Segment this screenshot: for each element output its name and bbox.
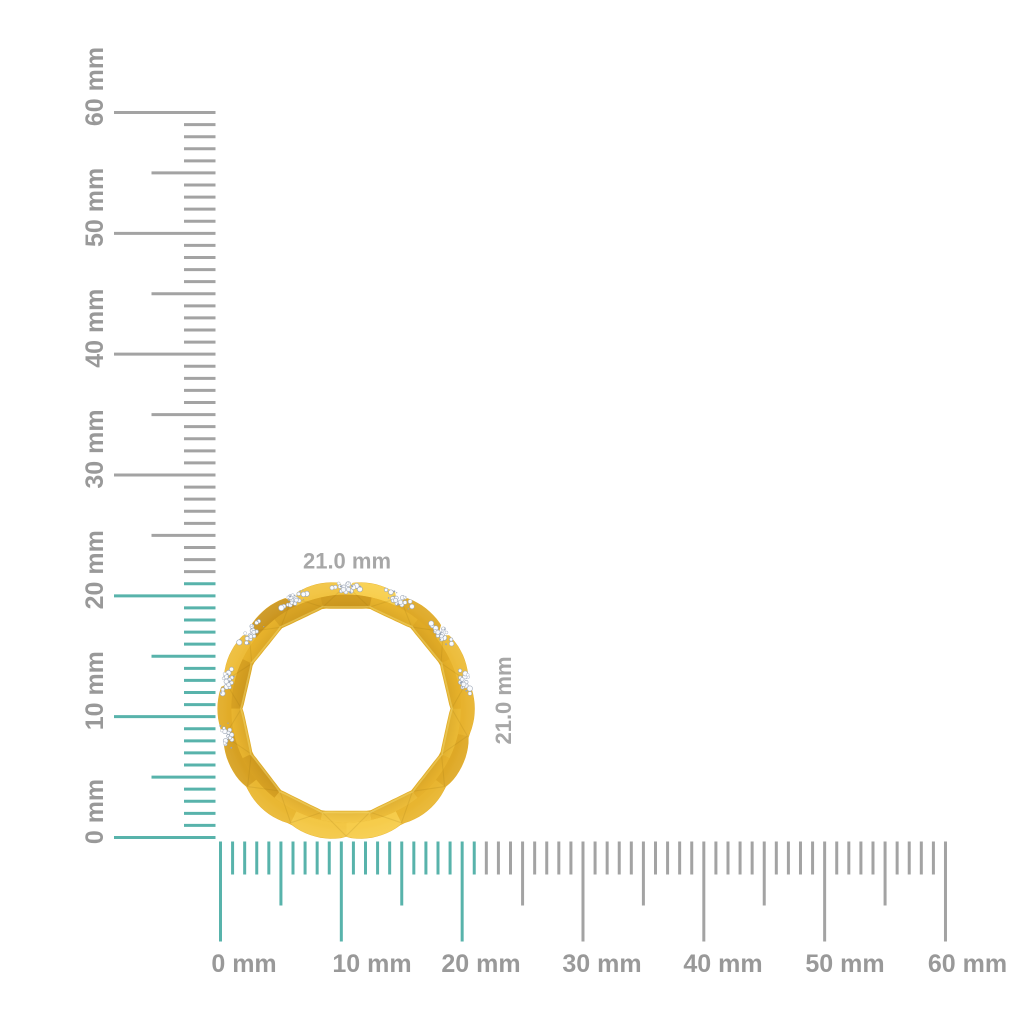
svg-text:0 mm: 0 mm xyxy=(81,779,109,844)
svg-text:50 mm: 50 mm xyxy=(805,950,884,978)
svg-text:30 mm: 30 mm xyxy=(81,409,109,488)
svg-text:40 mm: 40 mm xyxy=(683,950,762,978)
svg-text:10 mm: 10 mm xyxy=(81,651,109,730)
svg-text:20 mm: 20 mm xyxy=(81,530,109,609)
svg-text:0 mm: 0 mm xyxy=(211,950,276,978)
svg-text:10 mm: 10 mm xyxy=(332,950,411,978)
svg-text:40 mm: 40 mm xyxy=(81,289,109,368)
svg-text:50 mm: 50 mm xyxy=(81,168,109,247)
svg-text:20 mm: 20 mm xyxy=(441,950,520,978)
svg-text:21.0 mm: 21.0 mm xyxy=(491,656,516,744)
svg-text:60 mm: 60 mm xyxy=(928,950,1007,978)
svg-text:30 mm: 30 mm xyxy=(562,950,641,978)
svg-text:60 mm: 60 mm xyxy=(81,47,109,126)
svg-text:21.0 mm: 21.0 mm xyxy=(303,549,391,574)
